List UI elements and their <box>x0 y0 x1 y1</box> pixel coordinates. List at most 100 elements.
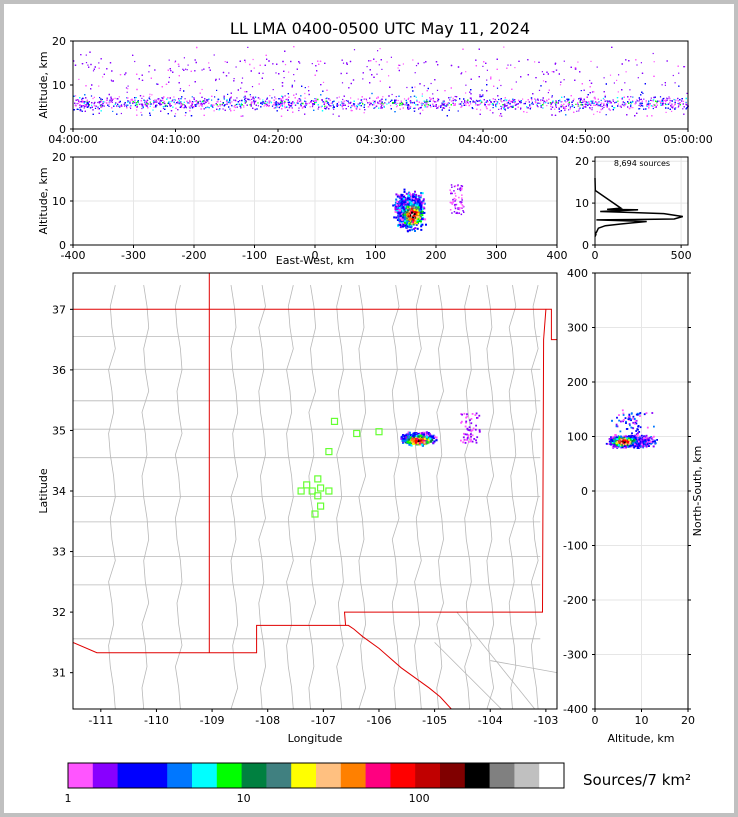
time-height-source <box>173 101 175 103</box>
time-height-source <box>408 97 410 99</box>
time-height-source <box>544 101 547 104</box>
time-height-source <box>432 100 435 102</box>
time-height-source <box>491 103 493 105</box>
time-height-source <box>162 97 164 99</box>
time-height-source <box>506 99 508 101</box>
time-height-source <box>92 113 94 115</box>
time-height-source <box>371 74 373 76</box>
time-height-source <box>469 97 472 99</box>
time-height-source <box>203 68 205 70</box>
time-height-source <box>621 89 623 91</box>
time-height-source <box>302 102 304 105</box>
time-height-source <box>177 101 179 103</box>
time-height-source <box>674 108 676 110</box>
time-height-source <box>450 100 453 102</box>
time-height-source <box>395 99 397 101</box>
time-height-source <box>134 105 136 107</box>
time-height-source <box>380 106 382 108</box>
time-height-source <box>415 96 417 98</box>
time-height-source <box>669 108 671 110</box>
time-height-source <box>106 97 108 99</box>
time-height-source <box>298 109 300 112</box>
time-height-source <box>108 101 110 103</box>
time-height-source <box>103 105 105 107</box>
time-height-source <box>429 97 431 99</box>
time-height-source <box>531 99 533 101</box>
time-height-source <box>585 103 587 105</box>
time-height-source <box>149 105 151 107</box>
time-height-source <box>182 68 184 70</box>
time-height-source <box>484 104 486 106</box>
time-height-source <box>295 102 298 104</box>
time-height-source <box>322 90 324 92</box>
time-height-source <box>90 88 92 90</box>
time-height-source <box>216 101 218 103</box>
time-height-source <box>659 100 661 102</box>
time-height-source <box>666 103 668 106</box>
time-height-source <box>661 100 663 102</box>
time-height-source <box>564 106 566 108</box>
time-height-source <box>261 102 263 104</box>
time-height-source <box>104 101 106 103</box>
time-height-source <box>663 100 665 102</box>
time-height-source <box>162 102 164 104</box>
time-height-source <box>409 100 412 102</box>
time-height-source <box>247 46 249 48</box>
time-height-source <box>551 71 553 73</box>
time-height-source <box>397 67 399 69</box>
time-height-source <box>419 112 421 115</box>
time-height-source <box>224 61 226 63</box>
time-height-source <box>203 108 205 110</box>
time-height-source <box>609 102 611 104</box>
time-height-source <box>560 106 562 108</box>
time-height-source <box>108 103 110 105</box>
time-height-source <box>415 65 418 67</box>
time-height-source <box>170 105 172 107</box>
time-height-source <box>515 81 517 83</box>
time-height-source <box>118 96 120 98</box>
time-height-source <box>136 114 138 116</box>
time-height-source <box>481 101 483 103</box>
time-height-source <box>127 101 129 103</box>
time-height-source <box>93 68 95 70</box>
time-height-source <box>590 100 592 102</box>
time-height-source <box>340 101 342 103</box>
time-height-source <box>149 95 151 98</box>
time-height-source <box>427 104 429 106</box>
time-height-source <box>323 103 325 105</box>
time-height-source <box>578 105 580 107</box>
time-height-source <box>74 104 76 106</box>
time-height-source <box>324 101 326 103</box>
time-height-source <box>250 105 252 107</box>
time-height-source <box>156 101 158 103</box>
time-height-source <box>388 95 390 97</box>
time-height-source <box>417 62 419 65</box>
time-height-source <box>363 104 365 106</box>
time-height-source <box>236 106 238 108</box>
time-height-source <box>579 97 581 99</box>
time-height-source <box>503 46 505 48</box>
time-height-source <box>240 102 243 104</box>
time-height-source <box>682 103 684 105</box>
time-height-source <box>88 104 90 106</box>
time-height-source <box>180 101 182 103</box>
time-height-source <box>253 102 256 104</box>
time-height-source <box>230 92 232 94</box>
time-height-source <box>242 115 244 117</box>
time-height-source <box>91 106 93 108</box>
time-height-source <box>419 83 421 85</box>
time-height-source <box>180 105 182 107</box>
time-height-source <box>341 101 343 103</box>
time-height-source <box>200 108 202 110</box>
time-height-source <box>350 97 352 99</box>
time-height-source <box>281 108 283 110</box>
time-height-source <box>162 107 165 110</box>
time-height-source <box>463 103 465 105</box>
time-height-source <box>83 102 85 104</box>
time-height-source <box>475 102 477 104</box>
time-height-source <box>228 72 230 74</box>
time-height-source <box>652 100 654 102</box>
time-height-source <box>271 105 274 107</box>
time-height-source <box>399 108 401 110</box>
time-height-source <box>531 101 533 103</box>
